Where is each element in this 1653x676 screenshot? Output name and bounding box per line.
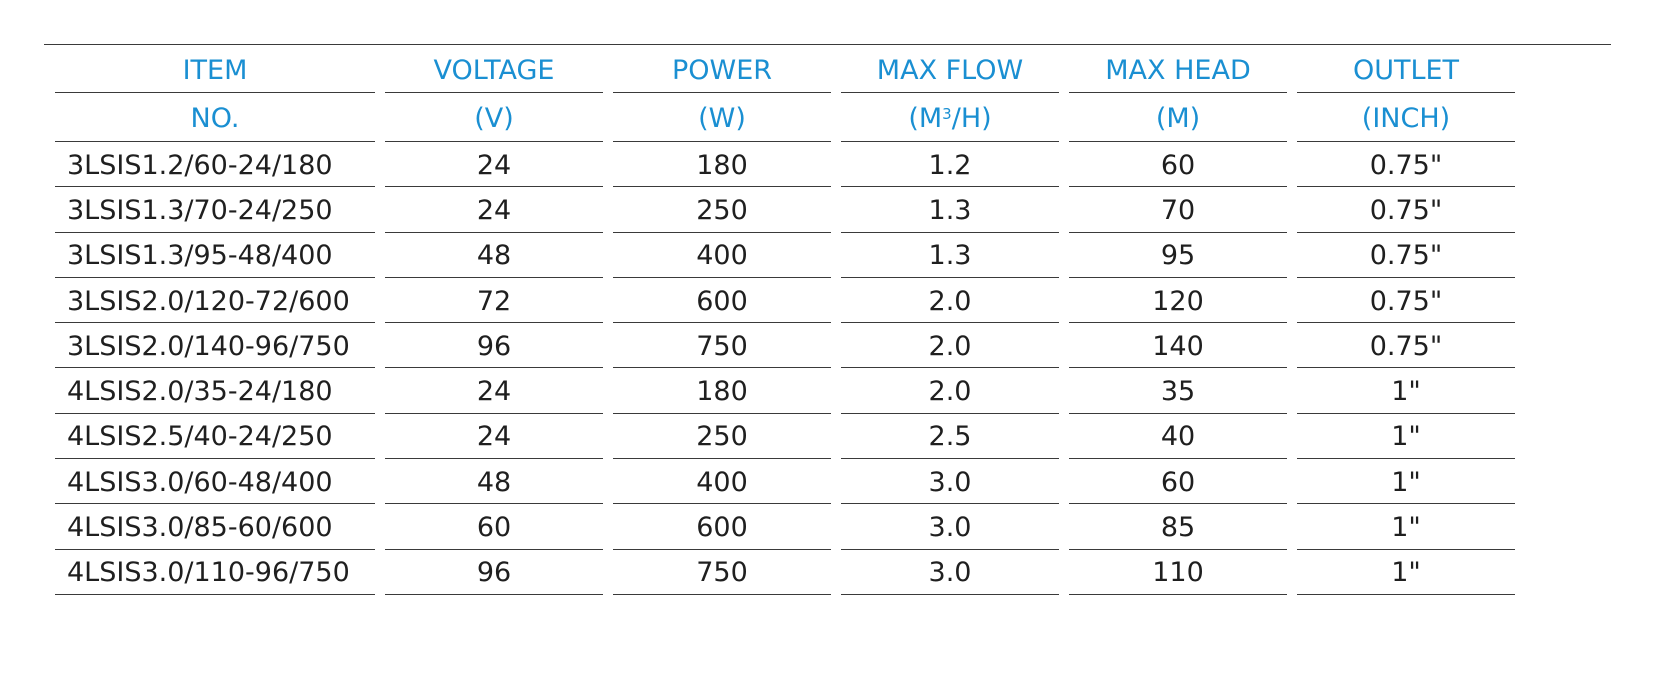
cell-max-flow: 3.0	[841, 550, 1059, 595]
cell-max-flow: 2.5	[841, 414, 1059, 460]
cell-outlet: 1"	[1297, 369, 1515, 414]
cell-max-head: 85	[1069, 504, 1287, 550]
cell-max-flow: 3.0	[841, 459, 1059, 505]
cell-outlet: 1"	[1297, 504, 1515, 550]
cell-outlet: 1"	[1297, 550, 1515, 595]
cell-max-flow: 1.2	[841, 142, 1059, 188]
flow-unit-prefix: (M	[908, 102, 943, 134]
cell-item-no: 4LSIS3.0/60-48/400	[55, 459, 375, 505]
cell-item-no: 3LSIS1.3/95-48/400	[55, 233, 375, 278]
cell-outlet: 0.75"	[1297, 233, 1515, 278]
cell-max-head: 35	[1069, 369, 1287, 414]
table-row: 3LSIS2.0/120-72/600 72 600 2.0 120 0.75"	[55, 278, 1605, 324]
cell-voltage: 24	[385, 142, 603, 188]
cell-power: 600	[613, 278, 831, 324]
cell-voltage: 96	[385, 323, 603, 369]
pump-spec-table: ITEM VOLTAGE POWER MAX FLOW MAX HEAD OUT…	[55, 46, 1605, 630]
header-voltage-unit: (V)	[385, 93, 603, 142]
header-power: POWER	[613, 46, 831, 93]
cell-max-head: 120	[1069, 278, 1287, 324]
header-row-titles: ITEM VOLTAGE POWER MAX FLOW MAX HEAD OUT…	[55, 46, 1605, 93]
cell-max-head: 60	[1069, 459, 1287, 505]
header-item: ITEM	[55, 46, 375, 93]
cell-item-no: 4LSIS2.0/35-24/180	[55, 369, 375, 414]
cell-outlet: 0.75"	[1297, 278, 1515, 324]
cell-item-no: 4LSIS3.0/110-96/750	[55, 550, 375, 595]
table-top-rule	[44, 44, 1611, 45]
cell-max-flow: 2.0	[841, 323, 1059, 369]
cell-power: 750	[613, 550, 831, 595]
header-max-flow: MAX FLOW	[841, 46, 1059, 93]
table-row: 4LSIS3.0/60-48/400 48 400 3.0 60 1"	[55, 459, 1605, 505]
cell-max-flow: 2.0	[841, 369, 1059, 414]
cell-max-flow: 3.0	[841, 504, 1059, 550]
cell-max-head: 110	[1069, 550, 1287, 595]
table-row: 4LSIS3.0/85-60/600 60 600 3.0 85 1"	[55, 504, 1605, 550]
cell-voltage: 24	[385, 414, 603, 460]
cell-outlet: 0.75"	[1297, 323, 1515, 369]
cell-voltage: 96	[385, 550, 603, 595]
cell-max-flow: 1.3	[841, 187, 1059, 233]
cell-power: 250	[613, 414, 831, 460]
cell-voltage: 48	[385, 459, 603, 505]
cell-power: 180	[613, 369, 831, 414]
header-outlet: OUTLET	[1297, 46, 1515, 93]
table-row: 3LSIS2.0/140-96/750 96 750 2.0 140 0.75"	[55, 323, 1605, 369]
cell-power: 250	[613, 187, 831, 233]
cell-voltage: 60	[385, 504, 603, 550]
cell-power: 180	[613, 142, 831, 188]
cell-item-no: 4LSIS2.5/40-24/250	[55, 414, 375, 460]
cell-item-no: 3LSIS2.0/140-96/750	[55, 323, 375, 369]
cell-max-head: 95	[1069, 233, 1287, 278]
cell-item-no: 3LSIS1.2/60-24/180	[55, 142, 375, 188]
cell-voltage: 72	[385, 278, 603, 324]
header-row-units: NO. (V) (W) (M 3/H) (M) (INCH)	[55, 93, 1605, 142]
cell-outlet: 0.75"	[1297, 142, 1515, 188]
header-head-unit: (M)	[1069, 93, 1287, 142]
header-item-no: NO.	[55, 93, 375, 142]
table-row: 4LSIS3.0/110-96/750 96 750 3.0 110 1"	[55, 550, 1605, 595]
table-row: 3LSIS1.3/70-24/250 24 250 1.3 70 0.75"	[55, 187, 1605, 233]
table-row: 4LSIS2.0/35-24/180 24 180 2.0 35 1"	[55, 369, 1605, 414]
flow-unit-suffix: /H)	[951, 102, 992, 134]
cell-outlet: 0.75"	[1297, 187, 1515, 233]
header-outlet-unit: (INCH)	[1297, 93, 1515, 142]
cell-power: 750	[613, 323, 831, 369]
cell-item-no: 4LSIS3.0/85-60/600	[55, 504, 375, 550]
cell-power: 600	[613, 504, 831, 550]
cell-voltage: 24	[385, 369, 603, 414]
header-max-head: MAX HEAD	[1069, 46, 1287, 93]
cell-outlet: 1"	[1297, 459, 1515, 505]
header-flow-unit: (M 3/H)	[841, 93, 1059, 142]
cell-max-head: 60	[1069, 142, 1287, 188]
cell-max-head: 70	[1069, 187, 1287, 233]
cell-power: 400	[613, 459, 831, 505]
cell-max-head: 140	[1069, 323, 1287, 369]
table-row: 3LSIS1.2/60-24/180 24 180 1.2 60 0.75"	[55, 142, 1605, 188]
cell-voltage: 24	[385, 187, 603, 233]
cell-power: 400	[613, 233, 831, 278]
cell-max-head: 40	[1069, 414, 1287, 460]
cell-item-no: 3LSIS1.3/70-24/250	[55, 187, 375, 233]
cell-outlet: 1"	[1297, 414, 1515, 460]
header-power-unit: (W)	[613, 93, 831, 142]
table-row: 4LSIS2.5/40-24/250 24 250 2.5 40 1"	[55, 414, 1605, 460]
table-row: 3LSIS1.3/95-48/400 48 400 1.3 95 0.75"	[55, 233, 1605, 278]
cell-max-flow: 2.0	[841, 278, 1059, 324]
cell-voltage: 48	[385, 233, 603, 278]
header-voltage: VOLTAGE	[385, 46, 603, 93]
cell-item-no: 3LSIS2.0/120-72/600	[55, 278, 375, 324]
cell-max-flow: 1.3	[841, 233, 1059, 278]
